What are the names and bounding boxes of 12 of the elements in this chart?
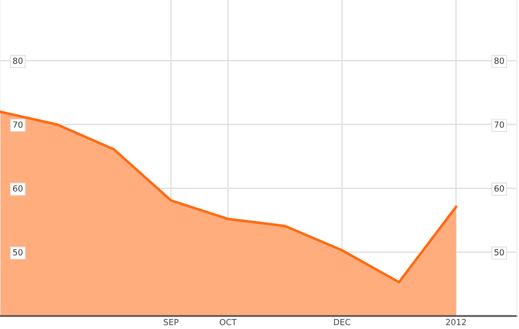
- y-tick-label: 60: [13, 185, 23, 192]
- y-tick-label: 70: [13, 121, 23, 128]
- y2-tick-label: 80: [494, 58, 504, 64]
- x-tick-label: 2012: [446, 318, 466, 326]
- x-tick-label: OCT: [220, 318, 237, 326]
- y-tick-label: 50: [13, 249, 23, 256]
- x-tick-label: DEC: [334, 318, 350, 326]
- y-tick-label: 80: [13, 58, 23, 64]
- y2-tick-label: 70: [494, 121, 504, 128]
- x-tick-label: SEP: [164, 318, 179, 326]
- y2-tick-label: 60: [494, 185, 504, 192]
- y2-tick-label: 50: [494, 249, 504, 256]
